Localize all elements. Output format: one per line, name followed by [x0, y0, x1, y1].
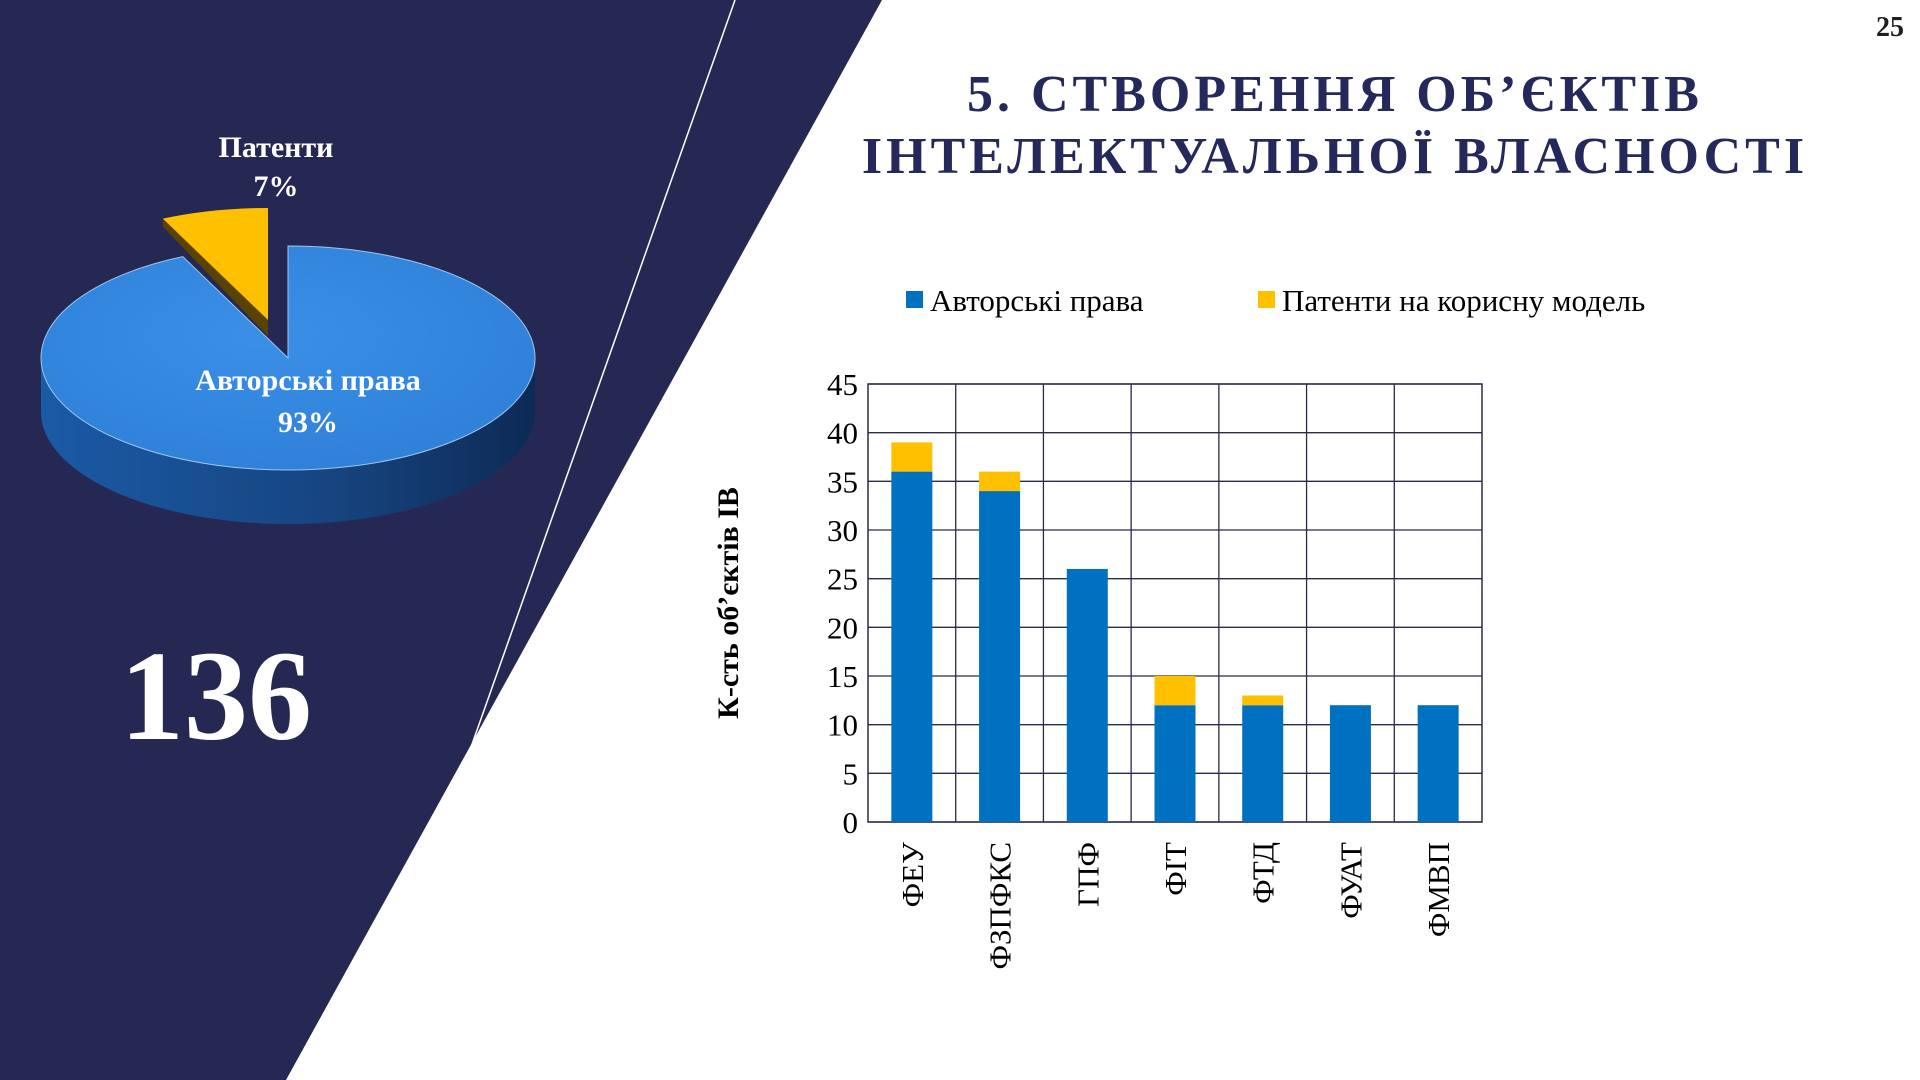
- x-tick-label: ГПФ: [1070, 842, 1105, 907]
- y-tick-label: 10: [827, 708, 858, 743]
- x-tick-label: ФТД: [1246, 842, 1281, 904]
- pie-slice-side-patents: [162, 218, 268, 336]
- bar-copyright: [1154, 705, 1196, 822]
- bar-patents: [1154, 676, 1196, 706]
- x-tick-label: ФІТ: [1158, 842, 1193, 896]
- pie-chart: Авторські права 93% Патенти 7%: [40, 131, 536, 524]
- pie-slice-patents: [162, 208, 268, 320]
- x-tick-label: ФЗПФКС: [983, 842, 1018, 969]
- x-tick-label: ФУАТ: [1333, 842, 1368, 919]
- page-number: 25: [1876, 12, 1904, 43]
- legend-label-copyright: Авторські права: [930, 283, 1144, 318]
- bar-copyright: [979, 491, 1021, 822]
- bar-patents: [979, 471, 1021, 492]
- bar-copyright: [1417, 705, 1459, 822]
- y-tick-label: 40: [827, 416, 858, 451]
- pie-label-copyright: Авторські права: [195, 364, 421, 397]
- bar-copyright: [1066, 568, 1108, 822]
- y-tick-label: 35: [827, 464, 858, 499]
- decorative-diagonal-line: [469, 0, 736, 751]
- bar-patents: [891, 442, 933, 472]
- bar-chart: 0 5 10 15 20 25 30 35 40 45 ФЕУ ФЗПФКС ГПФ ФІТ ФТД ФУАТ…: [712, 283, 1645, 969]
- pie-value-patents: 7%: [254, 170, 299, 203]
- legend-swatch-patents: [1258, 291, 1275, 308]
- y-tick-label: 30: [827, 513, 858, 548]
- total-count: 136: [120, 625, 312, 767]
- y-tick-label: 5: [843, 756, 859, 791]
- x-tick-label: ФЕУ: [895, 842, 930, 907]
- bar-copyright: [891, 471, 933, 822]
- y-tick-label: 20: [827, 610, 858, 645]
- pie-slice-copyright: [40, 245, 536, 471]
- legend-label-patents: Патенти на корисну модель: [1282, 283, 1645, 318]
- y-tick-label: 25: [827, 562, 858, 597]
- y-axis-label: К-сть об’єктів ІВ: [712, 487, 745, 719]
- bar-patents: [1242, 695, 1284, 706]
- y-tick-label: 0: [843, 805, 859, 840]
- pie-slice-side-copyright: [41, 358, 535, 524]
- slide-title: 5. СТВОРЕННЯ ОБ’ЄКТІВ ІНТЕЛЕКТУАЛЬНОЇ ВЛ…: [860, 64, 1810, 188]
- slide-title-line-2: ІНТЕЛЕКТУАЛЬНОЇ ВЛАСНОСТІ: [861, 128, 1809, 185]
- pie-label-patents: Патенти: [219, 131, 334, 164]
- bar-copyright: [1242, 705, 1284, 822]
- x-tick-label: ФМВП: [1421, 842, 1456, 937]
- legend-swatch-copyright: [906, 291, 923, 308]
- y-tick-label: 15: [827, 659, 858, 694]
- bar-copyright: [1329, 705, 1371, 822]
- y-tick-label: 45: [827, 367, 858, 402]
- slide-title-line-1: 5. СТВОРЕННЯ ОБ’ЄКТІВ: [967, 66, 1703, 123]
- pie-value-copyright: 93%: [278, 406, 338, 439]
